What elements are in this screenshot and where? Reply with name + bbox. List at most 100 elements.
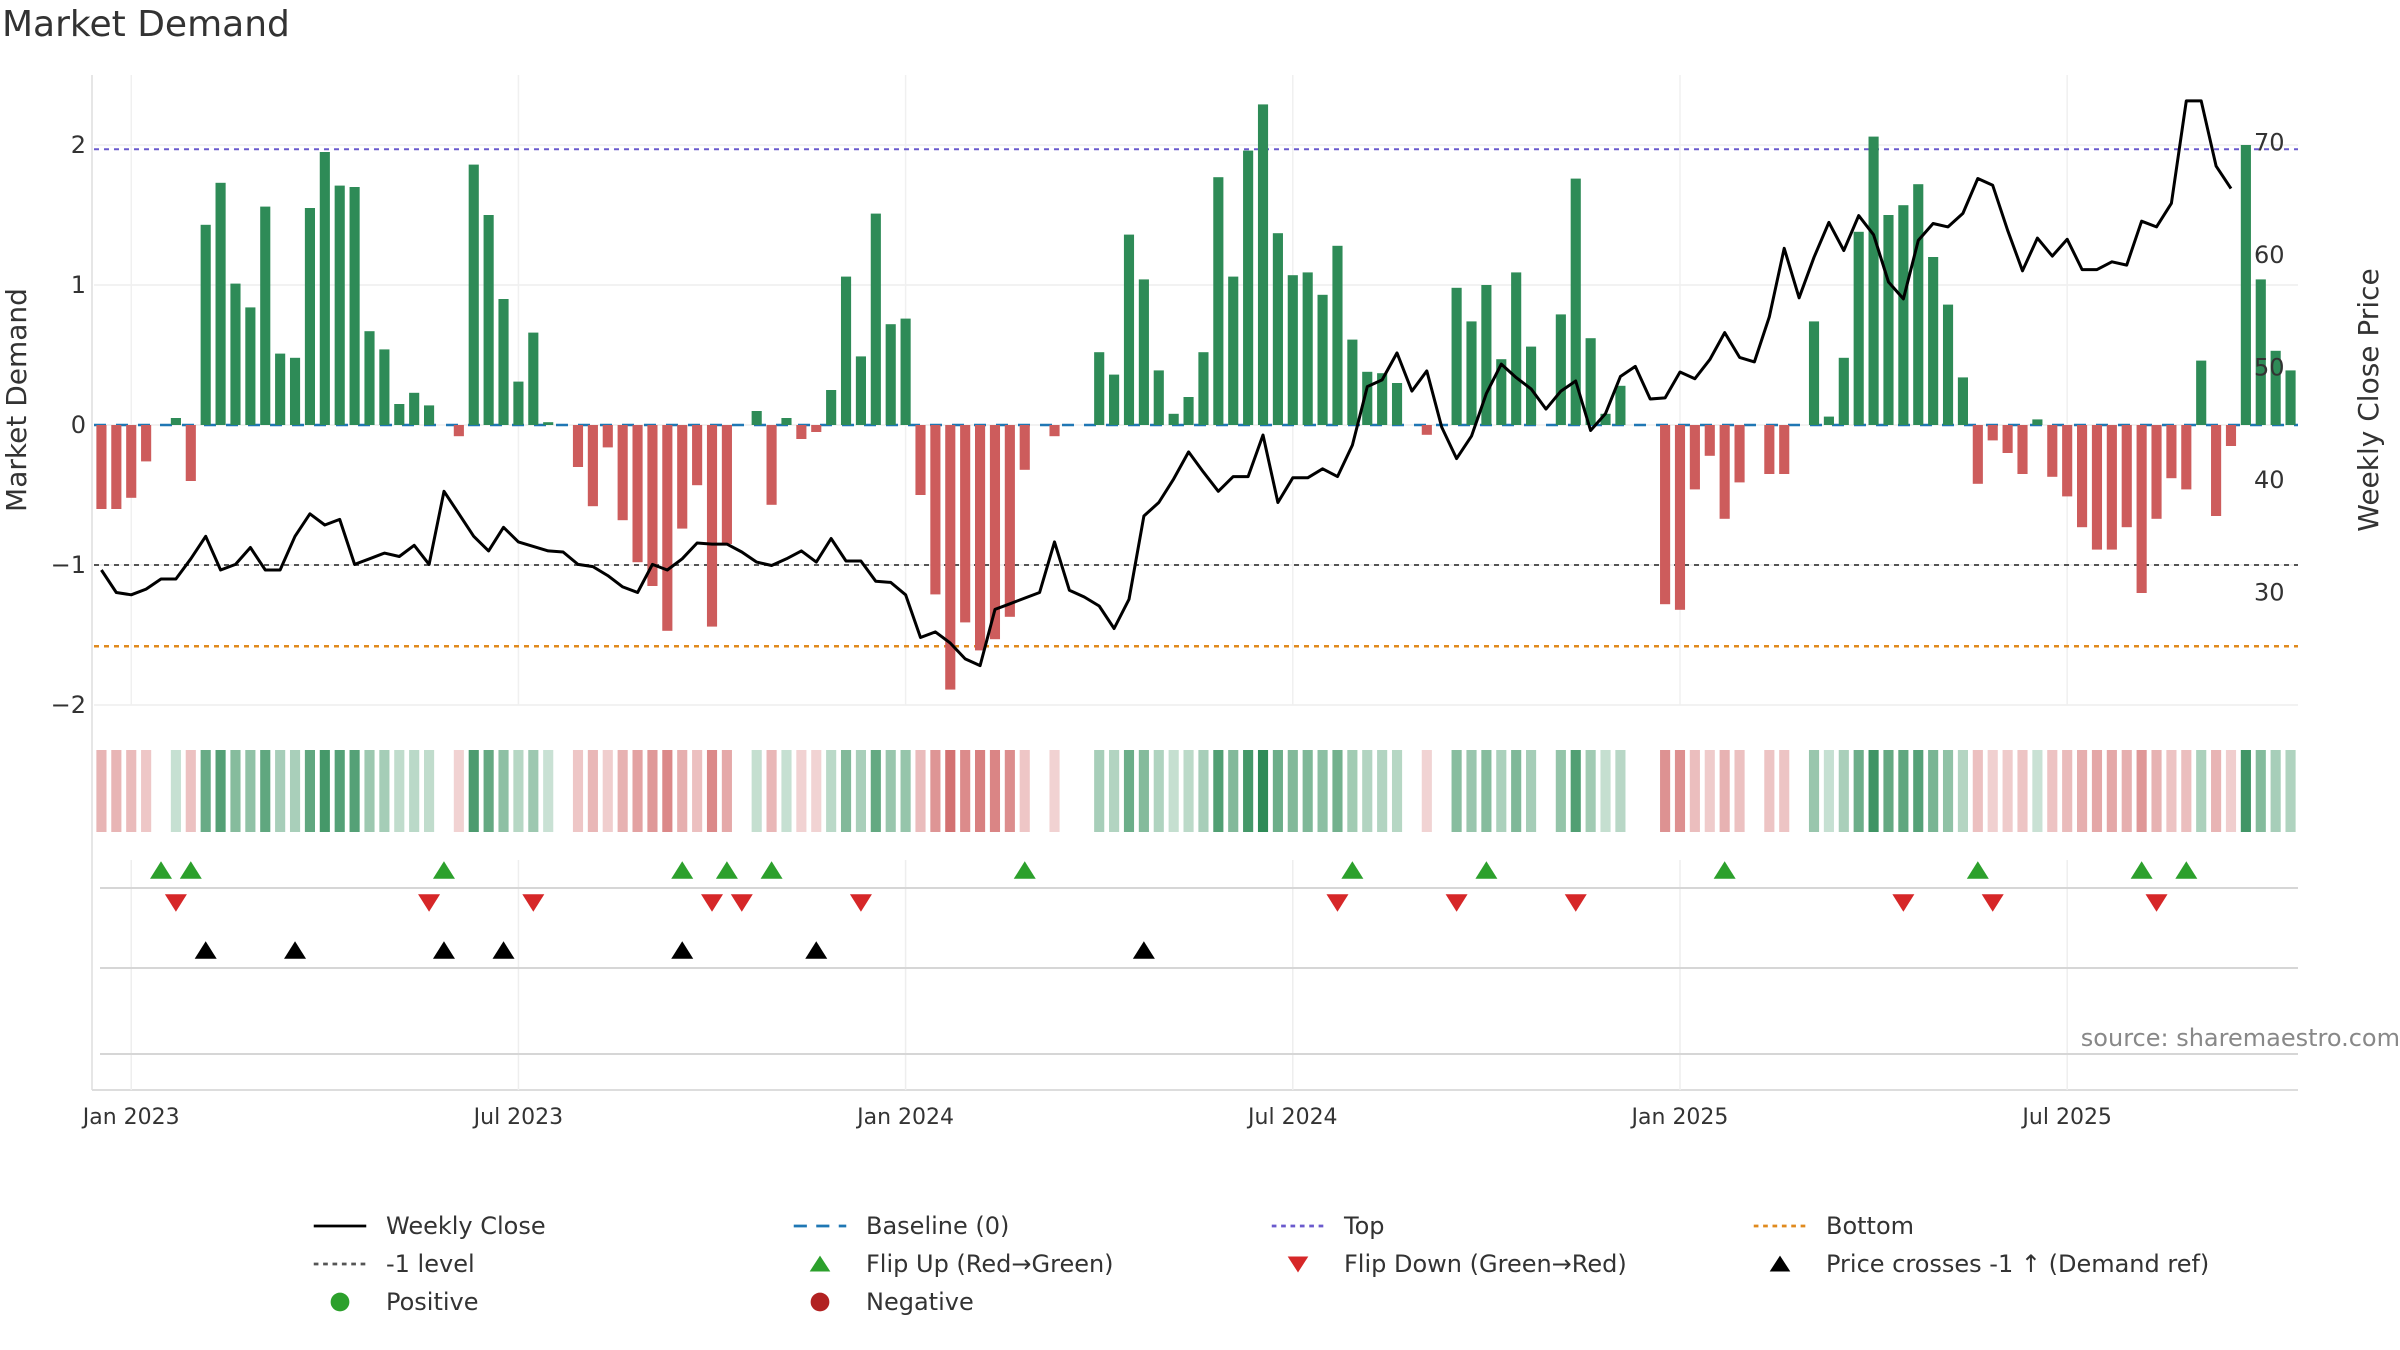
legend-item-negative: Negative [790,1284,974,1320]
demand-bar [1347,339,1358,425]
heat-cell [1570,750,1581,832]
y2-tick-label: 30 [2254,579,2285,607]
demand-bar [1868,136,1879,425]
demand-bar [796,425,807,439]
heat-cell [483,750,494,832]
legend-label: Top [1344,1212,1385,1240]
demand-bar [2225,425,2237,446]
demand-bar [1377,373,1388,425]
flip-up-marker [1341,861,1364,879]
heat-cell [1377,750,1388,832]
legend-item-baseline: Baseline (0) [790,1208,1009,1244]
heat-cell [304,750,315,832]
chart-title: Market Demand [2,4,290,45]
flip-up-marker [150,861,173,879]
heat-cell [1883,750,1894,832]
heat-cell [1957,750,1968,832]
price-cross-marker [805,941,828,959]
heat-cell [766,750,777,832]
heat-cell [1347,750,1358,832]
flip-down-marker [1892,894,1915,912]
heat-cell [1332,750,1343,832]
legend-symbol [810,1292,830,1312]
demand-bar [587,425,598,507]
demand-bar [424,405,435,425]
demand-bar [468,164,479,425]
flip-up-marker [671,861,694,879]
y2-tick-label: 40 [2254,466,2285,494]
demand-bar [1511,272,1522,425]
demand-bar [170,418,181,425]
heat-cell [1823,750,1834,832]
demand-bar [2166,425,2177,479]
flip-up-marker [2175,861,2198,879]
y2-tick-label: 70 [2254,129,2285,157]
heat-cell [185,750,196,832]
flip-up-marker [432,861,455,879]
flip-down-marker [2145,894,2168,912]
heat-cell [2196,750,2207,832]
demand-bar [1466,321,1477,425]
demand-bar [2121,425,2132,528]
heat-cell [96,750,107,832]
heat-cell [2225,750,2237,832]
demand-bar [1094,352,1105,425]
legend-label: Negative [866,1288,974,1316]
heat-cell [2091,750,2103,832]
weekly-close-line [100,99,2233,668]
source-credit: source: sharemaestro.com [2080,1024,2400,1052]
heat-cell [1362,750,1373,832]
heat-cell [1243,750,1254,832]
heat-cell [1585,750,1596,832]
flip-up-marker [1013,861,1036,879]
demand-bar [766,425,777,505]
heat-cell [1272,750,1283,832]
heat-cell [468,750,479,832]
demand-bar [975,425,986,651]
heat-cell [945,750,956,832]
demand-bar [1957,377,1968,425]
heat-cell [1942,750,1954,832]
heat-cell [1898,750,1909,832]
demand-bar [394,404,405,425]
heat-cell [796,750,807,832]
heat-cell [215,750,226,832]
heat-cell [572,750,584,832]
heat-cell [349,750,360,832]
demand-bar [260,206,271,425]
y-axis-label: Market Demand [0,288,33,512]
legend-item-bottom: Bottom [1750,1208,1914,1244]
heat-cell [870,750,881,832]
heat-cell [275,750,286,832]
heat-cell [2032,750,2043,832]
demand-bar [275,353,286,425]
heat-cell [1674,750,1686,832]
heat-cell [245,750,256,832]
heat-cell [1019,750,1030,832]
heat-cell [1228,750,1239,832]
x-tick-label: Jul 2024 [1246,1105,1338,1130]
heat-cell [677,750,688,832]
demand-bar [721,425,732,544]
demand-bar [1570,178,1581,425]
y-tick-label: −2 [51,691,86,719]
demand-bar [2136,425,2147,593]
heat-cell [1451,750,1462,832]
heat-cell [1764,750,1775,832]
flip-up-marker [760,861,783,879]
demand-bar [96,425,107,509]
heat-cell [2121,750,2132,832]
demand-heat-strip [96,750,2296,832]
heat-cell [1913,750,1924,832]
heat-cell [1109,750,1120,832]
demand-bar [1302,272,1313,425]
heat-cell [2077,750,2088,832]
x-tick-label: Jan 2025 [1630,1105,1729,1130]
demand-bar [1153,370,1164,425]
legend-item-flip_down: Flip Down (Green→Red) [1268,1246,1627,1282]
demand-bar [602,425,613,448]
demand-bar [141,425,152,462]
demand-bar [1496,359,1507,425]
heat-cell [126,750,137,832]
heat-cell [1138,750,1149,832]
